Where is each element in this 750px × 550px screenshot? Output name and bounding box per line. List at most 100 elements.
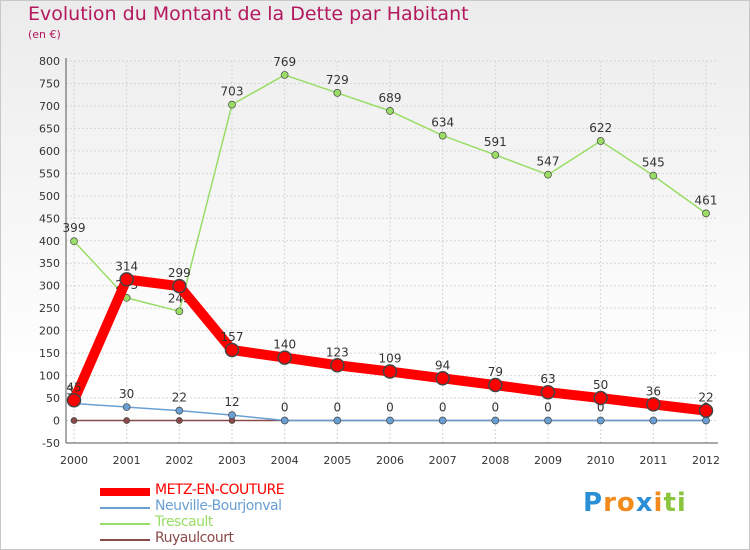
x-tick-label: 2009 <box>534 454 562 467</box>
data-point-trescault <box>280 71 289 79</box>
data-label-trescault: 545 <box>642 156 665 170</box>
data-label-metz-en-couture: 314 <box>115 259 138 273</box>
x-tick-label: 2000 <box>60 454 88 467</box>
data-point-trescault <box>649 171 658 180</box>
data-point-metz-en-couture <box>646 397 661 412</box>
x-tick-label: 2012 <box>692 454 720 467</box>
x-tick-label: 2003 <box>218 454 246 467</box>
data-label-metz-en-couture: 157 <box>221 330 244 344</box>
data-point-trescault <box>544 170 552 179</box>
data-point-metz-en-couture <box>435 371 450 386</box>
legend-label-metz: METZ-EN-COUTURE <box>155 482 285 498</box>
legend-label-ruyaulcourt: Ruyaulcourt <box>155 530 234 546</box>
data-label-trescault: 399 <box>63 221 86 235</box>
x-tick-label: 2006 <box>376 454 404 467</box>
legend-swatch-metz <box>100 488 150 496</box>
legend-swatch-trescault <box>100 523 150 525</box>
data-label-metz-en-couture: 22 <box>698 391 713 405</box>
data-label-metz-en-couture: 123 <box>326 345 349 359</box>
data-point-neuville-bourjonval <box>596 416 605 425</box>
data-point-metz-en-couture <box>488 377 503 393</box>
data-label-trescault: 689 <box>379 91 402 105</box>
data-point-trescault <box>386 107 394 115</box>
data-point-metz-en-couture <box>540 384 556 400</box>
data-point-metz-en-couture <box>172 278 187 294</box>
data-point-neuville-bourjonval <box>175 406 184 415</box>
data-point-neuville-bourjonval <box>649 416 658 425</box>
y-tick-label: 200 <box>39 325 60 338</box>
data-point-metz-en-couture <box>277 350 292 365</box>
data-label-neuville-bourjonval: 22 <box>172 391 187 405</box>
data-point-metz-en-couture <box>698 403 714 418</box>
x-tick-label: 2005 <box>323 454 351 467</box>
y-tick-label: 300 <box>39 280 60 293</box>
legend-label-neuville: Neuville-Bourjonval <box>155 498 282 514</box>
x-tick-label: 2011 <box>639 454 667 467</box>
data-point-trescault <box>438 131 447 140</box>
y-tick-label: -50 <box>42 437 60 450</box>
data-label-metz-en-couture: 109 <box>379 352 402 366</box>
data-point-trescault <box>333 89 342 97</box>
data-point-ruyaulcourt <box>175 417 183 424</box>
data-label-neuville-bourjonval: 0 <box>544 401 552 415</box>
data-label-neuville-bourjonval: 0 <box>597 401 605 415</box>
data-point-neuville-bourjonval <box>386 416 394 425</box>
data-point-trescault <box>70 237 78 246</box>
data-point-trescault <box>702 209 710 218</box>
data-point-neuville-bourjonval <box>122 403 131 411</box>
legend-swatch-neuville <box>100 507 150 509</box>
x-tick-label: 2010 <box>587 454 615 467</box>
data-point-neuville-bourjonval <box>333 416 342 425</box>
data-label-metz-en-couture: 63 <box>540 372 555 386</box>
data-point-metz-en-couture <box>224 342 240 358</box>
logo-letter: x <box>635 488 654 518</box>
data-label-trescault: 622 <box>589 121 612 135</box>
data-label-metz-en-couture: 45 <box>66 380 81 394</box>
data-point-metz-en-couture <box>119 272 134 287</box>
data-label-neuville-bourjonval: 0 <box>386 401 394 415</box>
y-tick-label: 600 <box>39 145 60 158</box>
data-label-trescault: 769 <box>273 55 296 69</box>
y-tick-label: 700 <box>39 100 60 113</box>
data-point-metz-en-couture <box>66 393 82 408</box>
data-label-neuville-bourjonval: 0 <box>334 401 342 415</box>
y-tick-label: 100 <box>39 370 60 383</box>
data-label-trescault: 591 <box>484 135 507 149</box>
data-label-metz-en-couture: 140 <box>273 338 296 352</box>
y-tick-label: 250 <box>39 302 60 315</box>
data-label-trescault: 634 <box>431 116 454 130</box>
data-label-trescault: 729 <box>326 73 349 87</box>
x-tick-label: 2007 <box>429 454 457 467</box>
y-tick-label: 800 <box>39 55 60 68</box>
data-label-neuville-bourjonval: 0 <box>492 401 500 415</box>
x-tick-label: 2001 <box>113 454 141 467</box>
data-label-neuville-bourjonval: 0 <box>281 401 289 415</box>
data-point-neuville-bourjonval <box>544 416 552 425</box>
data-label-metz-en-couture: 36 <box>646 384 661 398</box>
data-label-metz-en-couture: 50 <box>593 378 608 392</box>
y-tick-label: 650 <box>39 122 60 135</box>
data-point-neuville-bourjonval <box>228 411 236 419</box>
logo-letter: o <box>616 488 636 518</box>
y-tick-label: 150 <box>39 347 60 360</box>
y-tick-label: 550 <box>39 167 60 180</box>
y-tick-label: 750 <box>39 77 60 90</box>
y-tick-label: 500 <box>39 190 60 203</box>
data-point-neuville-bourjonval <box>491 416 500 425</box>
data-label-trescault: 703 <box>221 85 244 99</box>
data-label-neuville-bourjonval: 30 <box>119 387 134 401</box>
data-point-ruyaulcourt <box>70 417 78 424</box>
chart-subtitle: (en €) <box>28 28 61 41</box>
logo-letter: P <box>583 488 604 518</box>
data-point-trescault <box>491 151 500 159</box>
data-point-neuville-bourjonval <box>702 416 710 425</box>
chart-title: Evolution du Montant de la Dette par Hab… <box>28 3 469 25</box>
y-tick-label: 400 <box>39 235 60 248</box>
data-point-trescault <box>175 307 184 316</box>
data-label-trescault: 547 <box>537 155 560 169</box>
data-label-trescault: 461 <box>695 193 718 207</box>
logo-letter: r <box>603 488 617 518</box>
data-point-trescault <box>228 100 236 109</box>
proxiti-logo: Proxiti <box>583 488 687 518</box>
